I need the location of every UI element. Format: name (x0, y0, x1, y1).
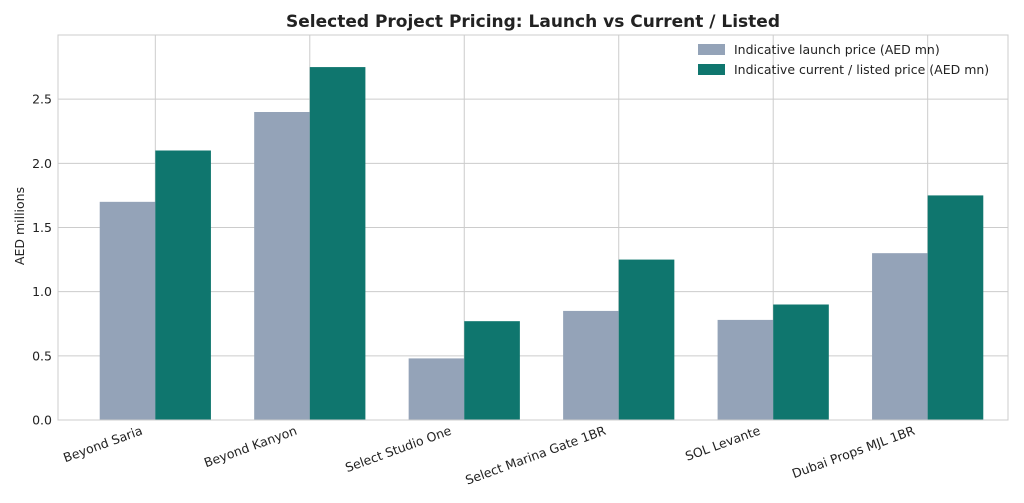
legend-swatch (698, 44, 725, 55)
bar-current-price (927, 195, 984, 420)
y-tick-label: 2.0 (32, 156, 52, 171)
bar-launch-price (408, 358, 465, 420)
y-tick-label: 0.0 (32, 413, 52, 428)
bar-current-price (773, 304, 829, 420)
y-tick-label: 0.5 (32, 348, 52, 363)
x-tick-label: Beyond Saria (61, 423, 144, 465)
x-tick-label: SOL Levante (683, 423, 762, 464)
x-tick-label: Select Studio One (343, 423, 453, 475)
y-tick-label: 2.5 (32, 92, 52, 107)
bar-launch-price (872, 253, 928, 420)
bar-current-price (155, 150, 211, 420)
chart-title: Selected Project Pricing: Launch vs Curr… (286, 12, 780, 32)
bar-launch-price (717, 319, 774, 420)
bar-launch-price (99, 201, 156, 420)
legend: Indicative launch price (AED mn) Indicati… (698, 42, 989, 77)
plot-frame (57, 34, 1009, 421)
x-tick-label: Dubai Props MJL 1BR (790, 423, 917, 481)
legend-label: Indicative launch price (AED mn) (734, 42, 940, 57)
y-tick-label: 1.5 (32, 220, 52, 235)
bar-launch-price (563, 310, 619, 420)
legend-swatch (698, 64, 725, 75)
legend-label: Indicative current / listed price (AED m… (734, 62, 989, 77)
bars (99, 67, 984, 420)
y-tick-label: 1.0 (32, 284, 52, 299)
x-tick-label: Select Marina Gate 1BR (463, 423, 608, 488)
bar-current-price (618, 259, 675, 420)
y-axis-label: AED millions (12, 187, 27, 265)
bar-launch-price (254, 112, 310, 420)
grid-lines (58, 35, 1008, 421)
bar-current-price (464, 321, 520, 420)
x-tick-label: Beyond Kanyon (202, 423, 299, 471)
bar-current-price (309, 67, 366, 420)
